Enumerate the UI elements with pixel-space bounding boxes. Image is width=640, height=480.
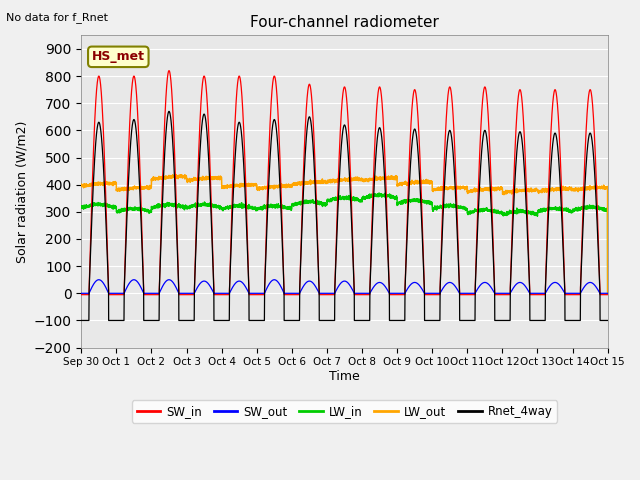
- Text: HS_met: HS_met: [92, 50, 145, 63]
- X-axis label: Time: Time: [329, 370, 360, 383]
- Y-axis label: Solar radiation (W/m2): Solar radiation (W/m2): [15, 120, 28, 263]
- Title: Four-channel radiometer: Four-channel radiometer: [250, 15, 439, 30]
- Text: No data for f_Rnet: No data for f_Rnet: [6, 12, 108, 23]
- Legend: SW_in, SW_out, LW_in, LW_out, Rnet_4way: SW_in, SW_out, LW_in, LW_out, Rnet_4way: [132, 400, 557, 423]
